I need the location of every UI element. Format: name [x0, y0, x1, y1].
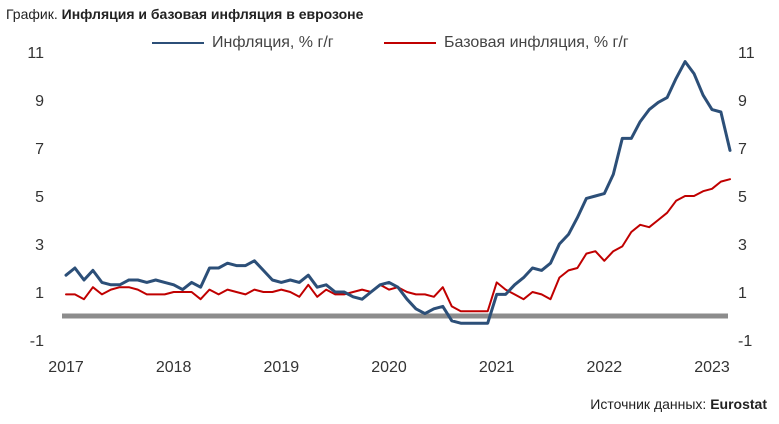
title-prefix: График.	[6, 6, 58, 22]
y-axis-right: -1 1 3 5 7 9 11	[738, 45, 755, 350]
y-tick-label-left: 7	[35, 141, 44, 158]
y-tick-label-right: -1	[738, 333, 752, 350]
y-tick-label-left: -1	[30, 333, 44, 350]
series-line-inflation	[64, 60, 732, 325]
source-name: Eurostat	[710, 396, 767, 412]
y-tick-label-left: 9	[35, 93, 44, 110]
chart-title: График. Инфляция и базовая инфляция в ев…	[6, 6, 363, 22]
y-tick-label-left: 1	[35, 285, 44, 302]
y-tick-label-left: 5	[35, 189, 44, 206]
y-tick-label-right: 5	[738, 189, 747, 206]
legend-label-core: Базовая инфляция, % г/г	[444, 34, 629, 51]
x-tick-label: 2023	[694, 359, 730, 376]
legend-swatch-core	[384, 42, 436, 44]
y-tick-label-right: 9	[738, 93, 747, 110]
y-tick-label-right: 7	[738, 141, 747, 158]
x-tick-label: 2018	[156, 359, 192, 376]
legend-item-inflation: Инфляция, % г/г	[152, 34, 334, 52]
legend-label-inflation: Инфляция, % г/г	[212, 34, 334, 51]
legend-swatch-inflation	[152, 42, 204, 44]
title-main: Инфляция и базовая инфляция в еврозоне	[61, 6, 364, 22]
legend-item-core: Базовая инфляция, % г/г	[384, 34, 629, 52]
y-tick-label-left: 11	[27, 45, 44, 62]
y-tick-label-right: 3	[738, 237, 747, 254]
x-tick-label: 2017	[48, 359, 84, 376]
x-tick-label: 2021	[479, 359, 515, 376]
y-tick-label-left: 3	[35, 237, 44, 254]
x-tick-label: 2022	[587, 359, 623, 376]
x-axis: 2017 2018 2019 2020 2021 2022 2023	[48, 359, 730, 376]
x-tick-label: 2019	[264, 359, 300, 376]
y-tick-label-right: 11	[738, 45, 755, 62]
source-note: Источник данных: Eurostat	[590, 396, 767, 412]
series-line-core	[65, 178, 731, 313]
x-tick-label: 2020	[371, 359, 407, 376]
series-group	[64, 60, 732, 325]
y-axis-left: -1 1 3 5 7 9 11	[27, 45, 44, 350]
source-label: Источник данных:	[590, 396, 707, 412]
y-tick-label-right: 1	[738, 285, 747, 302]
